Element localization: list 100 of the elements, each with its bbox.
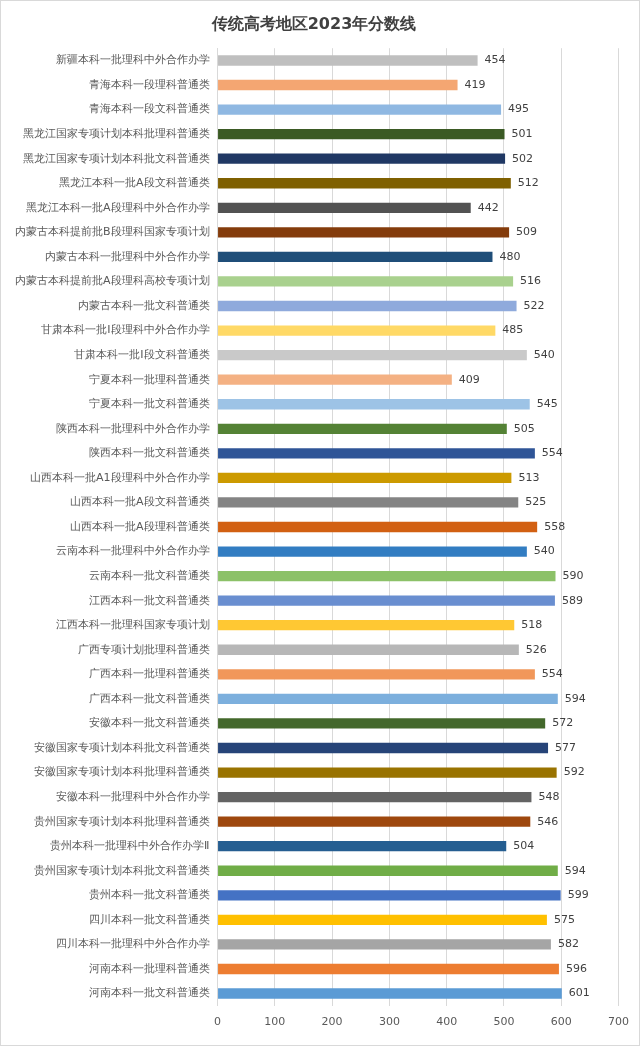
data-label: 540 xyxy=(533,347,555,361)
x-tick-label: 600 xyxy=(550,1015,572,1029)
bar xyxy=(218,251,493,263)
y-tick-label: 贵州本科一批文科普通类 xyxy=(88,888,210,902)
bar xyxy=(218,104,502,115)
data-label: 590 xyxy=(562,568,584,582)
y-tick-label: 陕西本科一批文科普通类 xyxy=(88,446,210,460)
y-tick-label: 黑龙江国家专项计划本科批文科普通类 xyxy=(22,151,210,165)
data-label: 485 xyxy=(502,323,524,337)
bar xyxy=(218,595,555,606)
y-tick-label: 安徽国家专项计划本科批理科普通类 xyxy=(33,765,210,779)
y-tick-label: 黑龙江国家专项计划本科批理科普通类 xyxy=(22,127,210,140)
x-tick-label: 500 xyxy=(493,1015,515,1029)
y-tick-label: 贵州国家专项计划本科批文科普通类 xyxy=(33,863,210,877)
data-label: 501 xyxy=(511,127,533,140)
y-tick-label: 贵州本科一批理科中外合作办学Ⅱ xyxy=(50,839,210,853)
bar xyxy=(218,374,452,385)
bar xyxy=(218,767,557,778)
y-tick-label: 甘肃本科一批I段文科普通类 xyxy=(74,347,210,361)
bar xyxy=(218,423,507,434)
y-tick-label: 广西本科一批文科普通类 xyxy=(88,691,210,705)
data-label: 454 xyxy=(484,53,506,67)
y-tick-label: 广西本科一批理科普通类 xyxy=(88,667,210,681)
y-tick-label: 河南本科一批文科普通类 xyxy=(88,986,210,1000)
y-tick-label: 新疆本科一批理科中外合作办学 xyxy=(55,53,210,67)
bar xyxy=(218,300,517,312)
y-tick-label: 四川本科一批理科中外合作办学 xyxy=(55,937,210,951)
data-label: 509 xyxy=(516,225,538,239)
bar xyxy=(218,521,538,533)
data-label: 516 xyxy=(520,274,542,288)
bar xyxy=(218,939,551,950)
y-tick-label: 四川本科一批文科普通类 xyxy=(88,912,210,926)
bar xyxy=(218,890,561,901)
y-tick-label: 河南本科一批理科普通类 xyxy=(88,961,210,975)
data-label: 594 xyxy=(564,691,586,705)
y-tick-label: 安徽本科一批理科中外合作办学 xyxy=(55,789,210,803)
bar xyxy=(218,79,458,91)
chart-title: 传统高考地区2023年分数线 xyxy=(210,13,417,33)
data-label: 525 xyxy=(525,495,547,509)
bar xyxy=(218,669,535,680)
data-label: 596 xyxy=(565,961,587,975)
bar xyxy=(218,718,546,729)
bar xyxy=(218,693,558,705)
y-tick-label: 甘肃本科一批I段理科中外合作办学 xyxy=(41,323,210,337)
bar xyxy=(218,546,527,557)
y-tick-label: 云南本科一批文科普通类 xyxy=(88,568,210,582)
bar xyxy=(218,914,547,926)
bar xyxy=(218,399,530,410)
bar xyxy=(218,276,514,287)
bar xyxy=(218,497,519,508)
data-label: 480 xyxy=(499,249,521,263)
y-tick-label: 内蒙古本科提前批A段理科高校专项计划 xyxy=(15,274,210,288)
bar xyxy=(218,988,562,999)
data-label: 522 xyxy=(523,298,545,312)
data-label: 526 xyxy=(525,642,547,656)
data-label: 582 xyxy=(557,937,579,951)
bar xyxy=(218,55,478,66)
x-tick-label: 400 xyxy=(436,1015,458,1029)
data-label: 554 xyxy=(541,667,563,681)
y-tick-label: 内蒙古本科一批文科普通类 xyxy=(77,298,210,312)
x-tick-label: 700 xyxy=(608,1015,629,1029)
y-tick-label: 陕西本科一批理科中外合作办学 xyxy=(55,421,210,435)
data-label: 554 xyxy=(541,446,563,460)
x-tick-label: 100 xyxy=(264,1015,286,1029)
y-tick-label: 云南本科一批理科中外合作办学 xyxy=(55,544,210,558)
y-tick-label: 安徽本科一批文科普通类 xyxy=(88,716,210,730)
y-tick-label: 黑龙江本科一批A段理科中外合作办学 xyxy=(26,200,210,214)
y-tick-label: 广西专项计划批理科普通类 xyxy=(77,642,210,656)
y-tick-label: 青海本科一段理科普通类 xyxy=(88,77,210,91)
y-tick-label: 贵州国家专项计划本科批理科普通类 xyxy=(33,814,210,828)
bar xyxy=(218,791,532,803)
data-label: 505 xyxy=(513,421,535,435)
bar xyxy=(218,448,535,459)
bar xyxy=(218,644,519,655)
bar xyxy=(218,742,549,754)
y-tick-label: 江西本科一批文科普通类 xyxy=(88,593,210,607)
data-label: 513 xyxy=(518,470,540,484)
y-tick-label: 宁夏本科一批文科普通类 xyxy=(88,397,210,411)
data-label: 594 xyxy=(564,863,586,877)
bar xyxy=(218,963,559,975)
bar xyxy=(218,178,511,189)
bar xyxy=(218,570,556,582)
y-tick-label: 山西本科一批A段文科普通类 xyxy=(70,495,210,509)
data-label: 540 xyxy=(533,544,555,558)
y-tick-label: 山西本科一批A段理科普通类 xyxy=(70,519,210,533)
data-label: 502 xyxy=(512,151,534,165)
data-label: 518 xyxy=(521,618,543,632)
data-label: 592 xyxy=(563,765,585,779)
data-label: 589 xyxy=(561,593,583,607)
y-tick-label: 内蒙古本科一批理科中外合作办学 xyxy=(44,249,210,263)
y-tick-label: 山西本科一批A1段理科中外合作办学 xyxy=(30,470,210,484)
x-tick-label: 200 xyxy=(321,1015,343,1029)
data-label: 599 xyxy=(567,888,589,902)
bar xyxy=(218,202,471,213)
y-tick-label: 青海本科一段文科普通类 xyxy=(88,102,210,116)
x-tick-label: 300 xyxy=(378,1015,400,1029)
data-label: 442 xyxy=(477,200,499,214)
bar xyxy=(218,620,515,631)
data-label: 548 xyxy=(538,789,560,803)
y-tick-label: 江西本科一批理科国家专项计划 xyxy=(55,618,210,632)
